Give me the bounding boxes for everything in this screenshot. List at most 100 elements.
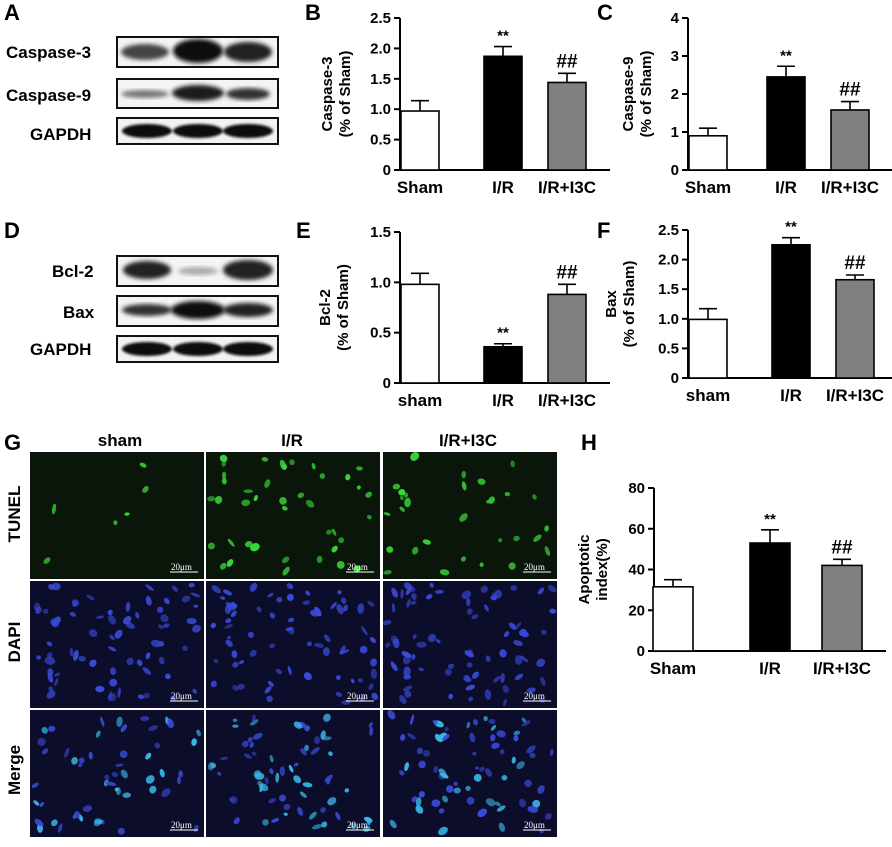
cell-nucleus xyxy=(526,745,536,754)
cell-nucleus xyxy=(181,595,191,603)
cell-nucleus xyxy=(266,695,273,703)
micro-row-tunel: TUNEL xyxy=(5,486,24,543)
cell-nucleus xyxy=(304,725,311,732)
y-tick-label: 1.5 xyxy=(370,71,391,88)
chart-caspase3: 0 0.5 1.0 1.5 2.0 2.5 Caspase-3 (% of Sham) Sham… xyxy=(319,10,610,197)
cell-nucleus xyxy=(120,724,128,733)
y-tick-label: 20 xyxy=(628,602,645,619)
panel-label-e: E xyxy=(296,218,311,243)
cell-nucleus xyxy=(513,735,519,742)
y-tick-label: 60 xyxy=(628,521,645,538)
x-tick-label: Sham xyxy=(650,659,696,678)
cell-nucleus xyxy=(69,611,77,617)
cell-nucleus xyxy=(466,608,473,615)
cell-nucleus xyxy=(359,645,368,654)
cell-nucleus xyxy=(244,753,252,759)
cell-nucleus xyxy=(288,764,294,773)
cell-nucleus xyxy=(253,495,258,502)
cell-nucleus xyxy=(287,665,292,676)
cell-nucleus xyxy=(116,716,123,727)
significance-label: ## xyxy=(844,253,866,274)
cell-nucleus xyxy=(230,601,236,607)
cell-nucleus xyxy=(320,730,326,740)
cell-nucleus xyxy=(448,693,454,700)
cell-nucleus xyxy=(230,610,237,618)
cell-nucleus xyxy=(387,710,396,720)
cell-nucleus xyxy=(390,661,398,672)
cell-nucleus xyxy=(233,817,240,825)
x-tick-label: I/R+I3C xyxy=(821,178,879,197)
cell-nucleus xyxy=(319,473,326,479)
cell-nucleus xyxy=(122,792,132,798)
y-tick-label: 4 xyxy=(671,10,680,27)
y-tick-label: 1.5 xyxy=(658,281,679,298)
cell-nucleus xyxy=(391,587,398,598)
bar xyxy=(652,586,694,652)
cell-nucleus xyxy=(89,659,97,668)
cell-nucleus xyxy=(276,596,283,603)
cell-nucleus xyxy=(78,757,85,764)
cell-nucleus xyxy=(37,737,46,746)
cell-nucleus xyxy=(402,656,411,665)
cell-nucleus xyxy=(88,751,93,760)
cell-nucleus xyxy=(438,808,445,814)
cell-nucleus xyxy=(521,720,531,727)
cell-nucleus xyxy=(143,692,150,699)
cell-nucleus xyxy=(493,675,501,683)
cell-nucleus xyxy=(278,794,286,802)
cell-nucleus xyxy=(418,791,425,798)
cell-nucleus xyxy=(167,719,175,729)
cell-nucleus xyxy=(160,614,169,623)
cell-nucleus xyxy=(527,806,539,813)
cell-nucleus xyxy=(207,496,216,502)
cell-nucleus xyxy=(282,566,290,576)
cell-nucleus xyxy=(501,774,508,781)
cell-nucleus xyxy=(357,678,364,683)
cell-nucleus xyxy=(114,629,123,639)
cell-nucleus xyxy=(145,584,154,591)
significance-label: ## xyxy=(839,80,861,101)
cell-nucleus xyxy=(404,497,411,508)
micro-col-ir: I/R xyxy=(281,431,303,450)
y-axis-label: Bcl-2 xyxy=(317,289,334,326)
cell-nucleus xyxy=(400,589,404,599)
cell-nucleus xyxy=(158,624,164,629)
blot-label-gapdh-d: GAPDH xyxy=(30,340,91,359)
cell-nucleus xyxy=(385,642,391,648)
panel-label-h: H xyxy=(581,430,597,455)
cell-nucleus xyxy=(386,546,394,553)
cell-nucleus xyxy=(124,512,130,516)
cell-nucleus xyxy=(220,596,226,600)
cell-nucleus xyxy=(499,749,505,755)
blot-band xyxy=(173,39,223,63)
cell-nucleus xyxy=(100,716,105,728)
cell-nucleus xyxy=(416,747,423,755)
cell-nucleus xyxy=(325,778,331,785)
cell-nucleus xyxy=(159,768,165,778)
cell-nucleus xyxy=(135,611,140,619)
cell-nucleus xyxy=(328,751,333,756)
cell-nucleus xyxy=(357,603,365,614)
panel-label-c: C xyxy=(597,0,613,25)
cell-nucleus xyxy=(434,589,444,594)
cell-nucleus xyxy=(537,785,545,794)
cell-nucleus xyxy=(219,562,227,570)
cell-nucleus xyxy=(361,626,368,636)
cell-nucleus xyxy=(519,798,527,808)
cell-nucleus xyxy=(399,695,407,704)
y-tick-label: 0.5 xyxy=(370,132,391,149)
cell-nucleus xyxy=(313,643,324,648)
cell-nucleus xyxy=(403,674,412,680)
cell-nucleus xyxy=(271,818,280,823)
y-tick-label: 40 xyxy=(628,562,645,579)
cell-nucleus xyxy=(57,823,63,833)
cell-nucleus xyxy=(228,797,234,802)
cell-nucleus xyxy=(408,585,416,592)
cell-nucleus xyxy=(490,734,496,742)
cell-nucleus xyxy=(96,615,105,619)
cell-nucleus xyxy=(326,529,332,535)
cell-nucleus xyxy=(321,821,328,828)
cell-nucleus xyxy=(513,730,521,736)
cell-nucleus xyxy=(33,800,40,806)
cell-nucleus xyxy=(544,525,549,532)
